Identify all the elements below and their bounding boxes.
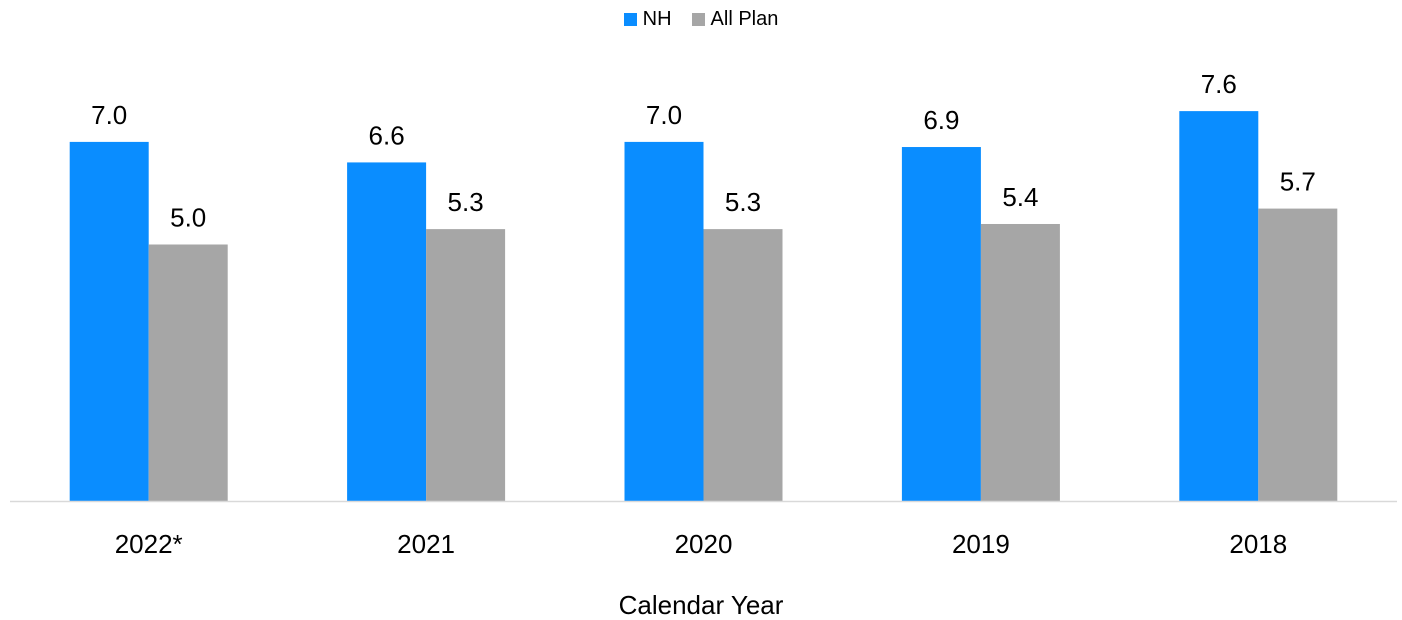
bar-all-plan-2019 <box>980 223 1060 502</box>
legend-label-nh: NH <box>642 8 672 30</box>
data-label-all-plan-2022: 5.0 <box>170 203 206 233</box>
data-label-all-plan-2019: 5.4 <box>1002 182 1038 212</box>
data-label-nh-2021: 6.6 <box>369 120 405 150</box>
x-axis-title: Calendar Year <box>618 590 784 620</box>
bar-all-plan-2018 <box>1258 208 1338 501</box>
data-label-nh-2020: 7.0 <box>646 100 682 130</box>
bar-nh-2019 <box>901 147 981 501</box>
legend-swatch-all-plan <box>691 13 705 26</box>
bar-all-plan-2022 <box>148 244 228 501</box>
data-label-nh-2022: 7.0 <box>91 100 127 130</box>
data-label-all-plan-2018: 5.7 <box>1280 167 1316 197</box>
data-label-all-plan-2020: 5.3 <box>725 187 761 217</box>
x-tick-label-2022: 2022* <box>115 529 183 559</box>
x-tick-label-2021: 2021 <box>397 529 455 559</box>
legend-label-all-plan: All Plan <box>710 8 779 30</box>
bar-nh-2018 <box>1179 111 1259 502</box>
x-tick-label-2020: 2020 <box>675 529 733 559</box>
bar-nh-2022 <box>69 141 149 501</box>
legend-item-nh: NH <box>623 8 672 31</box>
bar-nh-2020 <box>624 141 704 501</box>
data-label-nh-2018: 7.6 <box>1201 69 1237 99</box>
bar-all-plan-2020 <box>703 229 783 502</box>
data-label-all-plan-2021: 5.3 <box>448 187 484 217</box>
bar-nh-2021 <box>347 162 427 502</box>
legend-item-all-plan: All Plan <box>691 8 779 31</box>
bar-all-plan-2021 <box>426 229 506 502</box>
data-label-nh-2019: 6.9 <box>923 105 959 135</box>
x-tick-label-2019: 2019 <box>952 529 1010 559</box>
legend-swatch-nh <box>623 13 637 26</box>
x-tick-label-2018: 2018 <box>1229 529 1287 559</box>
legend: NH All Plan <box>0 8 1402 31</box>
